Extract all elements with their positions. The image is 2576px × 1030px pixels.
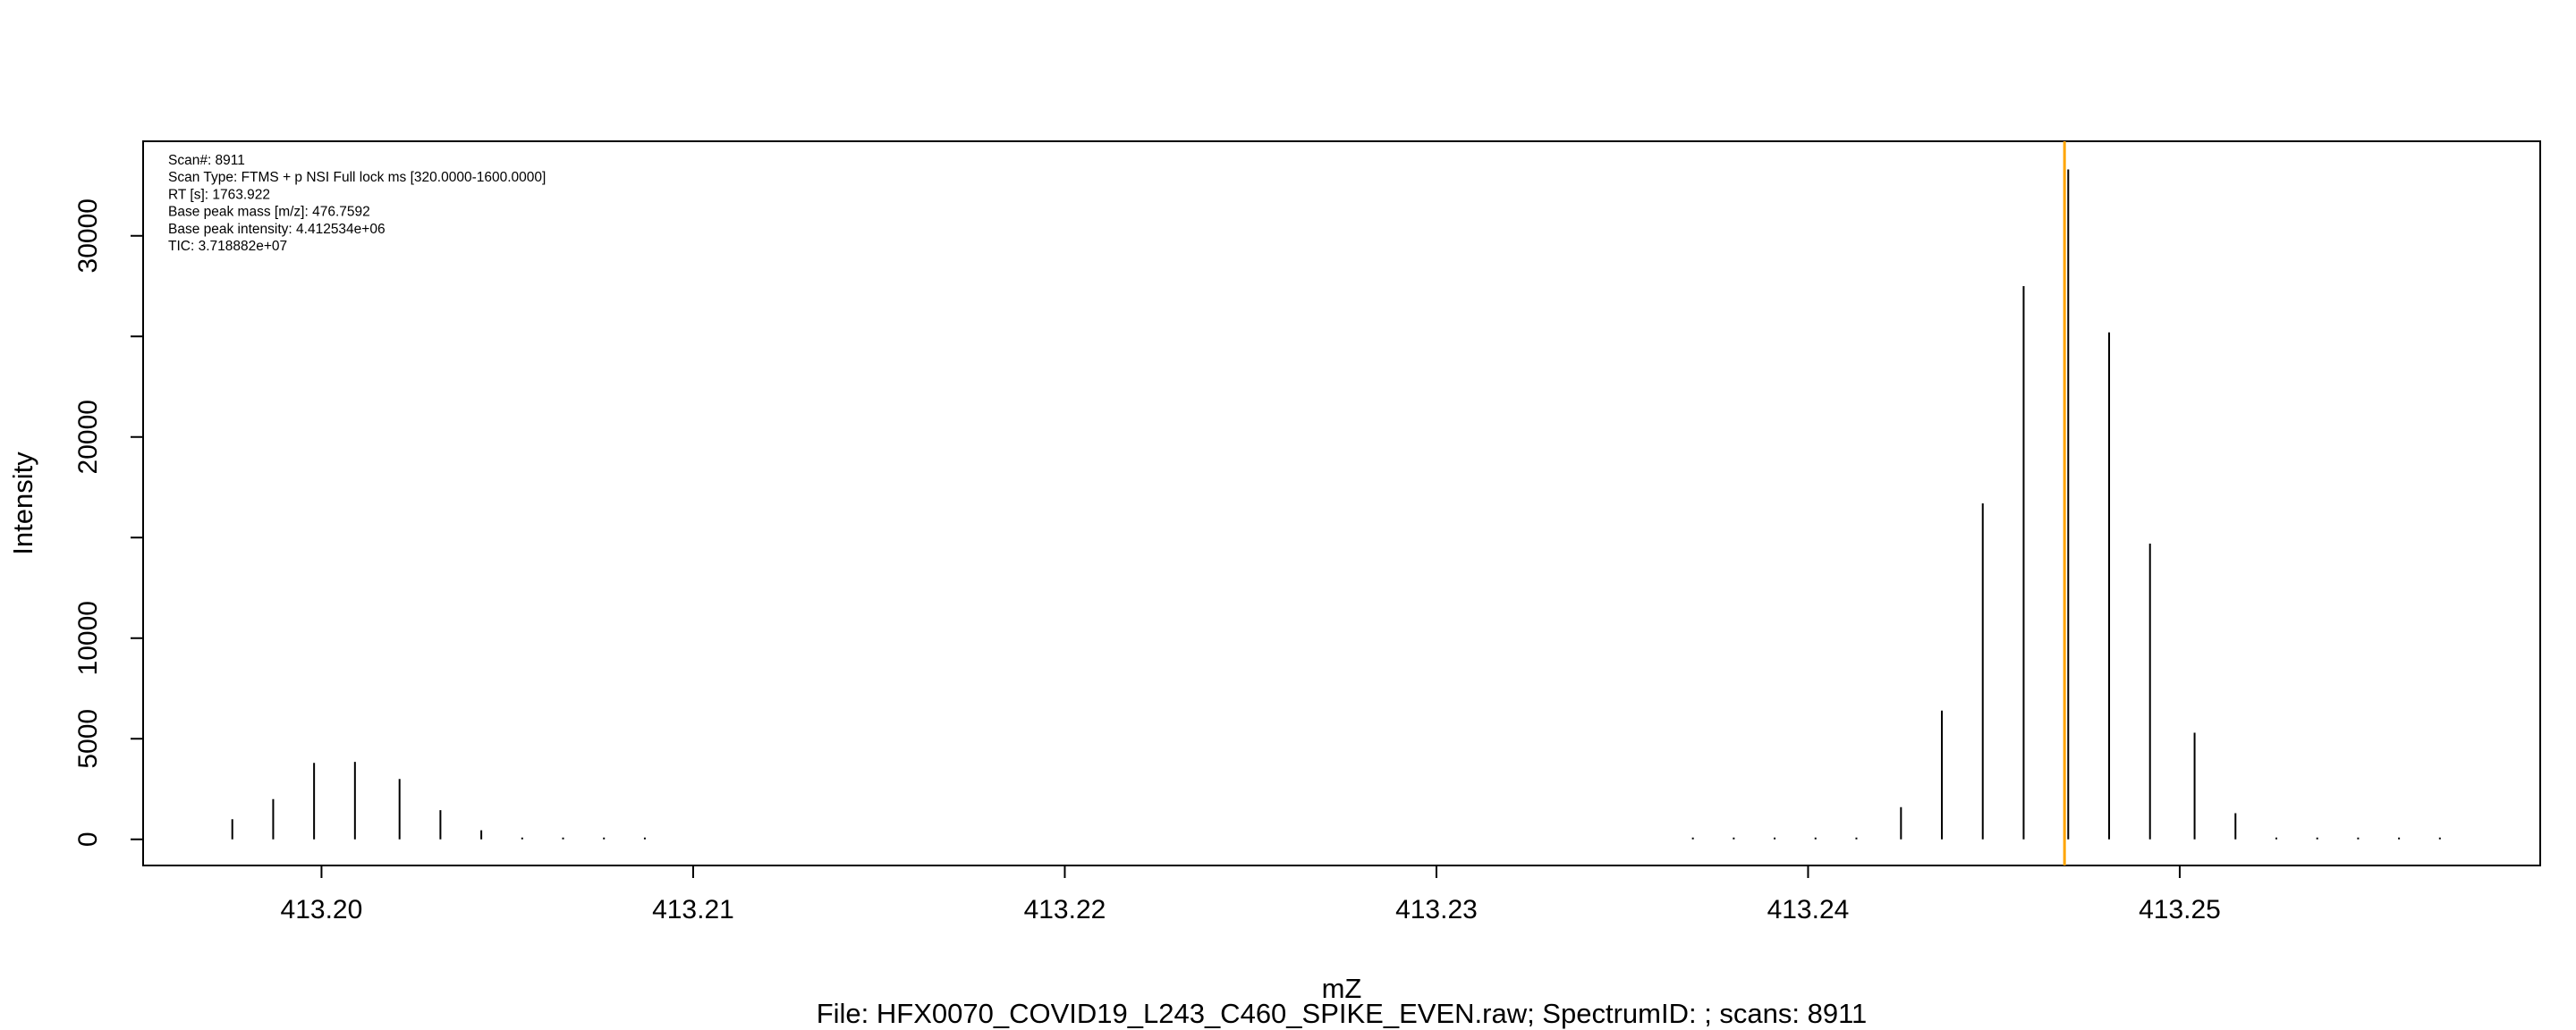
scan-info-block: Scan#: 8911 Scan Type: FTMS + p NSI Full … xyxy=(168,153,546,254)
scan-info-line: Base peak intensity: 4.412534e+06 xyxy=(168,222,386,237)
y-tick-label: 20000 xyxy=(73,400,103,474)
scan-info-line: TIC: 3.718882e+07 xyxy=(168,239,287,254)
peaks-layer xyxy=(231,169,2441,840)
x-tick-label: 413.23 xyxy=(1395,895,1478,924)
x-axis: 413.20 413.21 413.22 413.23 413.24 413.25 xyxy=(281,865,2221,924)
plot-area xyxy=(142,140,2541,866)
y-tick-label: 5000 xyxy=(73,709,103,769)
scan-info-line: Base peak mass [m/z]: 476.7592 xyxy=(168,205,370,220)
chart-caption: File: HFX0070_COVID19_L243_C460_SPIKE_EV… xyxy=(817,998,1868,1029)
y-axis-title: Intensity xyxy=(7,452,38,555)
y-tick-label: 30000 xyxy=(73,198,103,273)
y-tick-label: 0 xyxy=(73,832,103,847)
x-tick-label: 413.20 xyxy=(281,895,363,924)
x-tick-label: 413.24 xyxy=(1767,895,1850,924)
y-axis: 0 5000 10000 20000 30000 xyxy=(73,198,143,847)
x-tick-label: 413.25 xyxy=(2139,895,2221,924)
scan-info-line: RT [s]: 1763.922 xyxy=(168,187,270,202)
x-tick-label: 413.21 xyxy=(652,895,734,924)
x-axis-title: mZ xyxy=(1322,973,1362,1004)
scan-info-line: Scan Type: FTMS + p NSI Full lock ms [32… xyxy=(168,170,546,185)
x-tick-label: 413.22 xyxy=(1024,895,1106,924)
y-tick-label: 10000 xyxy=(73,601,103,675)
scan-info-line: Scan#: 8911 xyxy=(168,153,245,168)
